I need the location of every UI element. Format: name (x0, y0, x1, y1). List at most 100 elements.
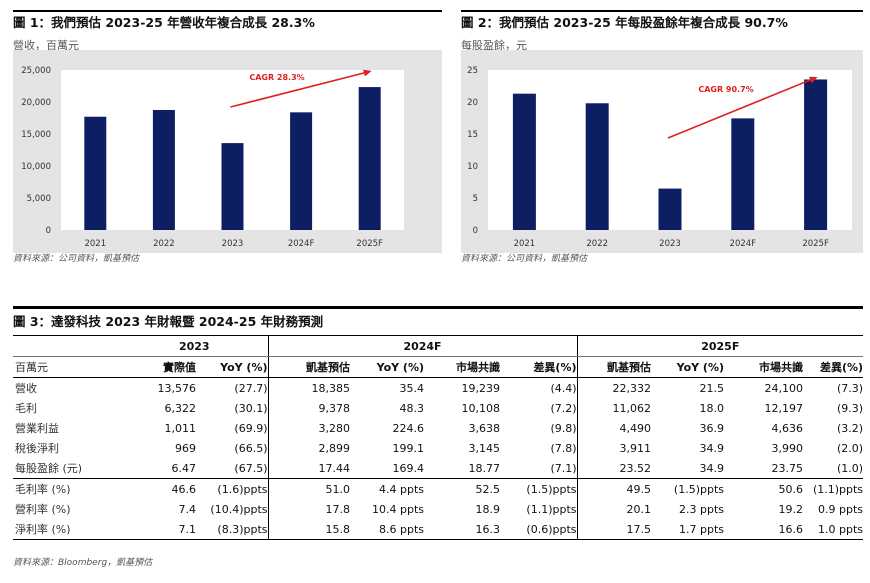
table-cell: 18.9 (475, 502, 501, 516)
y-tick-label: 0 (46, 226, 51, 236)
figure-2-title: 圖 2：我們預估 2023-25 年每股盈餘年複合成長 90.7% (461, 10, 863, 34)
bar-2025f (358, 87, 381, 230)
x-tick-label: 2023 (222, 239, 244, 249)
revenue-figure: 圖 1：我們預估 2023-25 年營收年複合成長 28.3% 營收，百萬元 0… (13, 10, 442, 265)
table-cell: 51.0 (267, 478, 350, 499)
bar-2023 (221, 143, 244, 230)
cagr-arrow-line (230, 71, 366, 108)
table-cell: (7.1) (550, 461, 577, 475)
y-tick-label: 20,000 (21, 98, 51, 108)
figure-3-source: 資料來源：Bloomberg，凱基預估 (13, 558, 153, 568)
y-tick-label: 20 (467, 98, 478, 108)
figure-1-chart-area: 0 5,000 10,000 15,000 20,000 25,000 2021 2022 20… (13, 50, 442, 253)
cagr-arrow-head (363, 69, 372, 77)
table-cell: 6.47 (171, 461, 197, 475)
table-cell: 169.4 (392, 461, 425, 475)
table-cell: 3,990 (771, 441, 804, 455)
table-cell: (1.6)ppts (196, 478, 268, 499)
year-header-2025f: 2025F (576, 335, 864, 357)
table-cell: (9.3) (836, 401, 864, 415)
table-cell: (2.0) (836, 441, 864, 455)
table-cell: 3,638 (468, 421, 501, 435)
table-cell: 36.9 (699, 421, 725, 435)
table-cell: 23.52 (576, 458, 652, 479)
table-cell: 2,899 (267, 438, 350, 458)
table-cell: 13,576 (121, 377, 196, 398)
table-cell: 10.4 ppts (372, 502, 424, 516)
table-row: 營收 13,576 (27.7) 18,385 35.4 19,239 (4.4) 22,33… (13, 377, 864, 398)
table-cell: 969 (175, 441, 196, 455)
figure-1-unit: 營收，百萬元 (13, 39, 79, 52)
table-cell: 6,322 (164, 401, 197, 415)
table-cell: 7.1 (121, 519, 196, 540)
table-cell: 3,280 (267, 418, 350, 438)
table-cell: 46.6 (121, 478, 196, 499)
row-label: 毛利 (15, 402, 37, 415)
figure-1-title: 圖 1：我們預估 2023-25 年營收年複合成長 28.3% (13, 10, 442, 34)
table-cell: 4,490 (576, 418, 652, 438)
x-tick-label: 2024F (730, 239, 757, 249)
column-header: 差異(%) (819, 361, 864, 374)
y-tick-label: 15,000 (21, 130, 51, 140)
table-cell: (1.0) (836, 461, 864, 475)
table-cell: 3,911 (576, 438, 652, 458)
table-cell: 224.6 (392, 421, 425, 435)
table-cell: 17.44 (267, 458, 350, 479)
x-tick-label: 2021 (514, 239, 536, 249)
x-tick-label: 2025F (356, 239, 383, 249)
table-cell: 10,108 (461, 401, 501, 415)
table-cell: 23.75 (771, 461, 804, 475)
y-tick-label: 25,000 (21, 66, 51, 76)
column-header: 市場共識 (456, 361, 500, 374)
x-tick-label: 2024F (288, 239, 315, 249)
table-row: 淨利率 (%) 7.1 (8.3)ppts 15.8 8.6 ppts 16.3 (0.6)… (13, 519, 864, 540)
table-cell: 21.5 (651, 377, 725, 398)
column-header: YoY (%) (376, 360, 424, 374)
table-cell: (7.2) (550, 401, 577, 415)
y-tick-label: 0 (473, 226, 478, 236)
table-cell: 50.6 (724, 478, 804, 499)
eps-bar-chart: 0 5 10 15 20 25 2021 2022 2023 2024F 2025F CAGR 90.… (467, 66, 852, 249)
table-cell: 4.4 ppts (350, 478, 424, 499)
table-cell: (1.5)ppts (500, 478, 578, 499)
table-cell: 18,385 (267, 377, 350, 398)
x-tick-label: 2022 (586, 239, 608, 249)
bar-2024f (290, 112, 313, 230)
table-cell: 3,145 (468, 441, 501, 455)
column-header: 實際值 (163, 361, 196, 374)
table-cell: (1.1)ppts (803, 478, 864, 499)
table-cell: 199.1 (392, 441, 425, 455)
table-cell: (7.8) (550, 441, 577, 455)
column-header: 凱基預估 (267, 356, 350, 378)
table-cell: 18.0 (699, 401, 725, 415)
table-cell: 19.2 (778, 502, 804, 516)
table-year-header-row: 2023 2024F 2025F (13, 335, 864, 357)
bar-2021 (84, 116, 107, 230)
figure-3-title: 圖 3：達發科技 2023 年財報暨 2024-25 年財務預測 (13, 306, 863, 333)
y-tick-label: 10,000 (21, 162, 51, 172)
table-cell: (4.4) (500, 377, 578, 398)
table-cell: (27.7) (196, 377, 268, 398)
table-cell: 4,636 (771, 421, 804, 435)
table-row: 稅後淨利 969 (66.5) 2,899 199.1 3,145 (7.8) 3,911 34… (13, 438, 863, 458)
table-cell: (30.1) (234, 401, 268, 415)
row-label: 每股盈餘 (元) (15, 462, 83, 475)
row-label: 淨利率 (%) (13, 519, 121, 540)
table-row: 每股盈餘 (元) 6.47 (67.5) 17.44 169.4 18.77 (7.1) 23… (13, 458, 863, 479)
table-cell: 0.9 ppts (818, 502, 864, 516)
figure-1-source: 資料來源：公司資料，凱基預估 (13, 254, 140, 264)
x-tick-label: 2025F (802, 239, 829, 249)
table-cell: 16.6 (724, 519, 804, 540)
figure-2-chart-area: 0 5 10 15 20 25 2021 2022 2023 2024F 2025F CAGR 90.… (461, 50, 863, 253)
table-row: 毛利 6,322 (30.1) 9,378 48.3 10,108 (7.2) 11,062 1… (13, 398, 863, 418)
table-cell: (9.8) (550, 421, 577, 435)
x-tick-label: 2021 (84, 239, 106, 249)
table-cell: 1.7 ppts (651, 519, 725, 540)
financial-forecast-figure: 圖 3：達發科技 2023 年財報暨 2024-25 年財務預測 2023 202… (13, 306, 864, 576)
table-cell: (3.2) (836, 421, 864, 435)
year-header-2024f: 2024F (267, 335, 578, 357)
table-cell: (10.4)ppts (210, 502, 268, 516)
x-tick-label: 2022 (153, 239, 175, 249)
table-cell: 24,100 (724, 377, 804, 398)
row-label: 營利率 (%) (15, 503, 71, 516)
